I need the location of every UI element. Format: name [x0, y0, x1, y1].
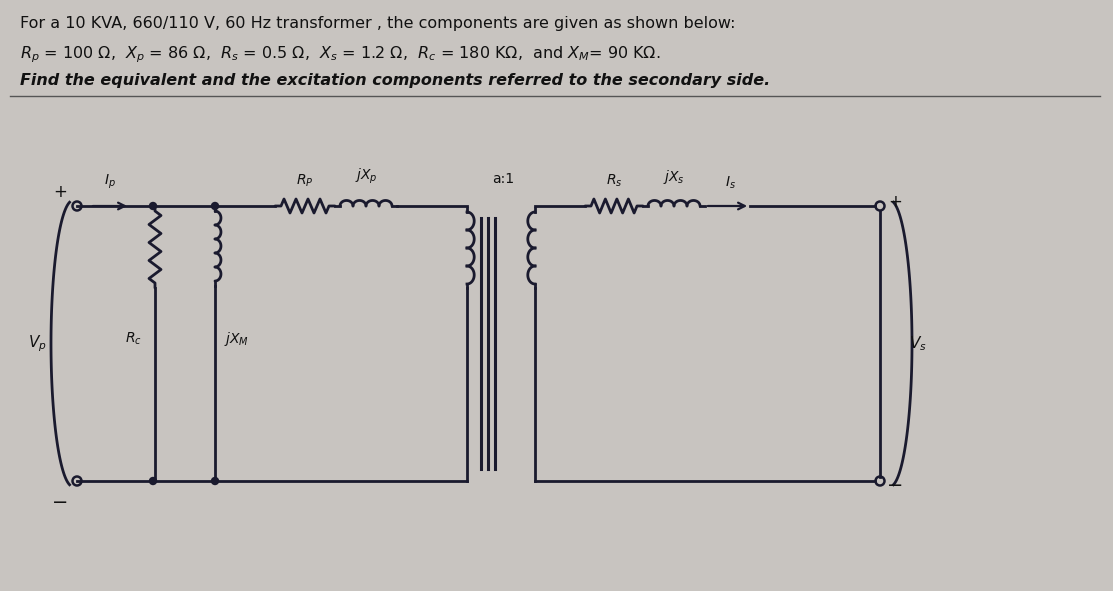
Text: $jX_s$: $jX_s$ [663, 168, 684, 186]
Text: $I_p$: $I_p$ [105, 173, 116, 191]
Circle shape [149, 478, 157, 485]
Text: $V_p$: $V_p$ [28, 333, 47, 354]
Text: −: − [52, 493, 68, 512]
Text: $jX_p$: $jX_p$ [355, 167, 377, 186]
Text: Find the equivalent and the excitation components referred to the secondary side: Find the equivalent and the excitation c… [20, 73, 770, 88]
Circle shape [211, 203, 218, 209]
Text: $R_P$: $R_P$ [296, 173, 314, 189]
Text: For a 10 KVA, 660/110 V, 60 Hz transformer , the components are given as shown b: For a 10 KVA, 660/110 V, 60 Hz transform… [20, 16, 736, 31]
Text: a:1: a:1 [492, 172, 514, 186]
Text: $jX_M$: $jX_M$ [225, 330, 249, 348]
Text: $R_p$ = 100 Ω,  $X_p$ = 86 Ω,  $R_s$ = 0.5 Ω,  $X_s$ = 1.2 Ω,  $R_c$ = 180 KΩ,  : $R_p$ = 100 Ω, $X_p$ = 86 Ω, $R_s$ = 0.5… [20, 44, 660, 64]
Circle shape [211, 478, 218, 485]
Text: $V_s$: $V_s$ [909, 334, 927, 353]
Text: +: + [53, 183, 67, 201]
Text: $R_c$: $R_c$ [125, 330, 141, 347]
Text: −: − [887, 476, 903, 495]
Text: $R_s$: $R_s$ [605, 173, 622, 189]
Circle shape [149, 203, 157, 209]
Text: $I_s$: $I_s$ [725, 174, 736, 191]
Text: +: + [888, 193, 902, 211]
